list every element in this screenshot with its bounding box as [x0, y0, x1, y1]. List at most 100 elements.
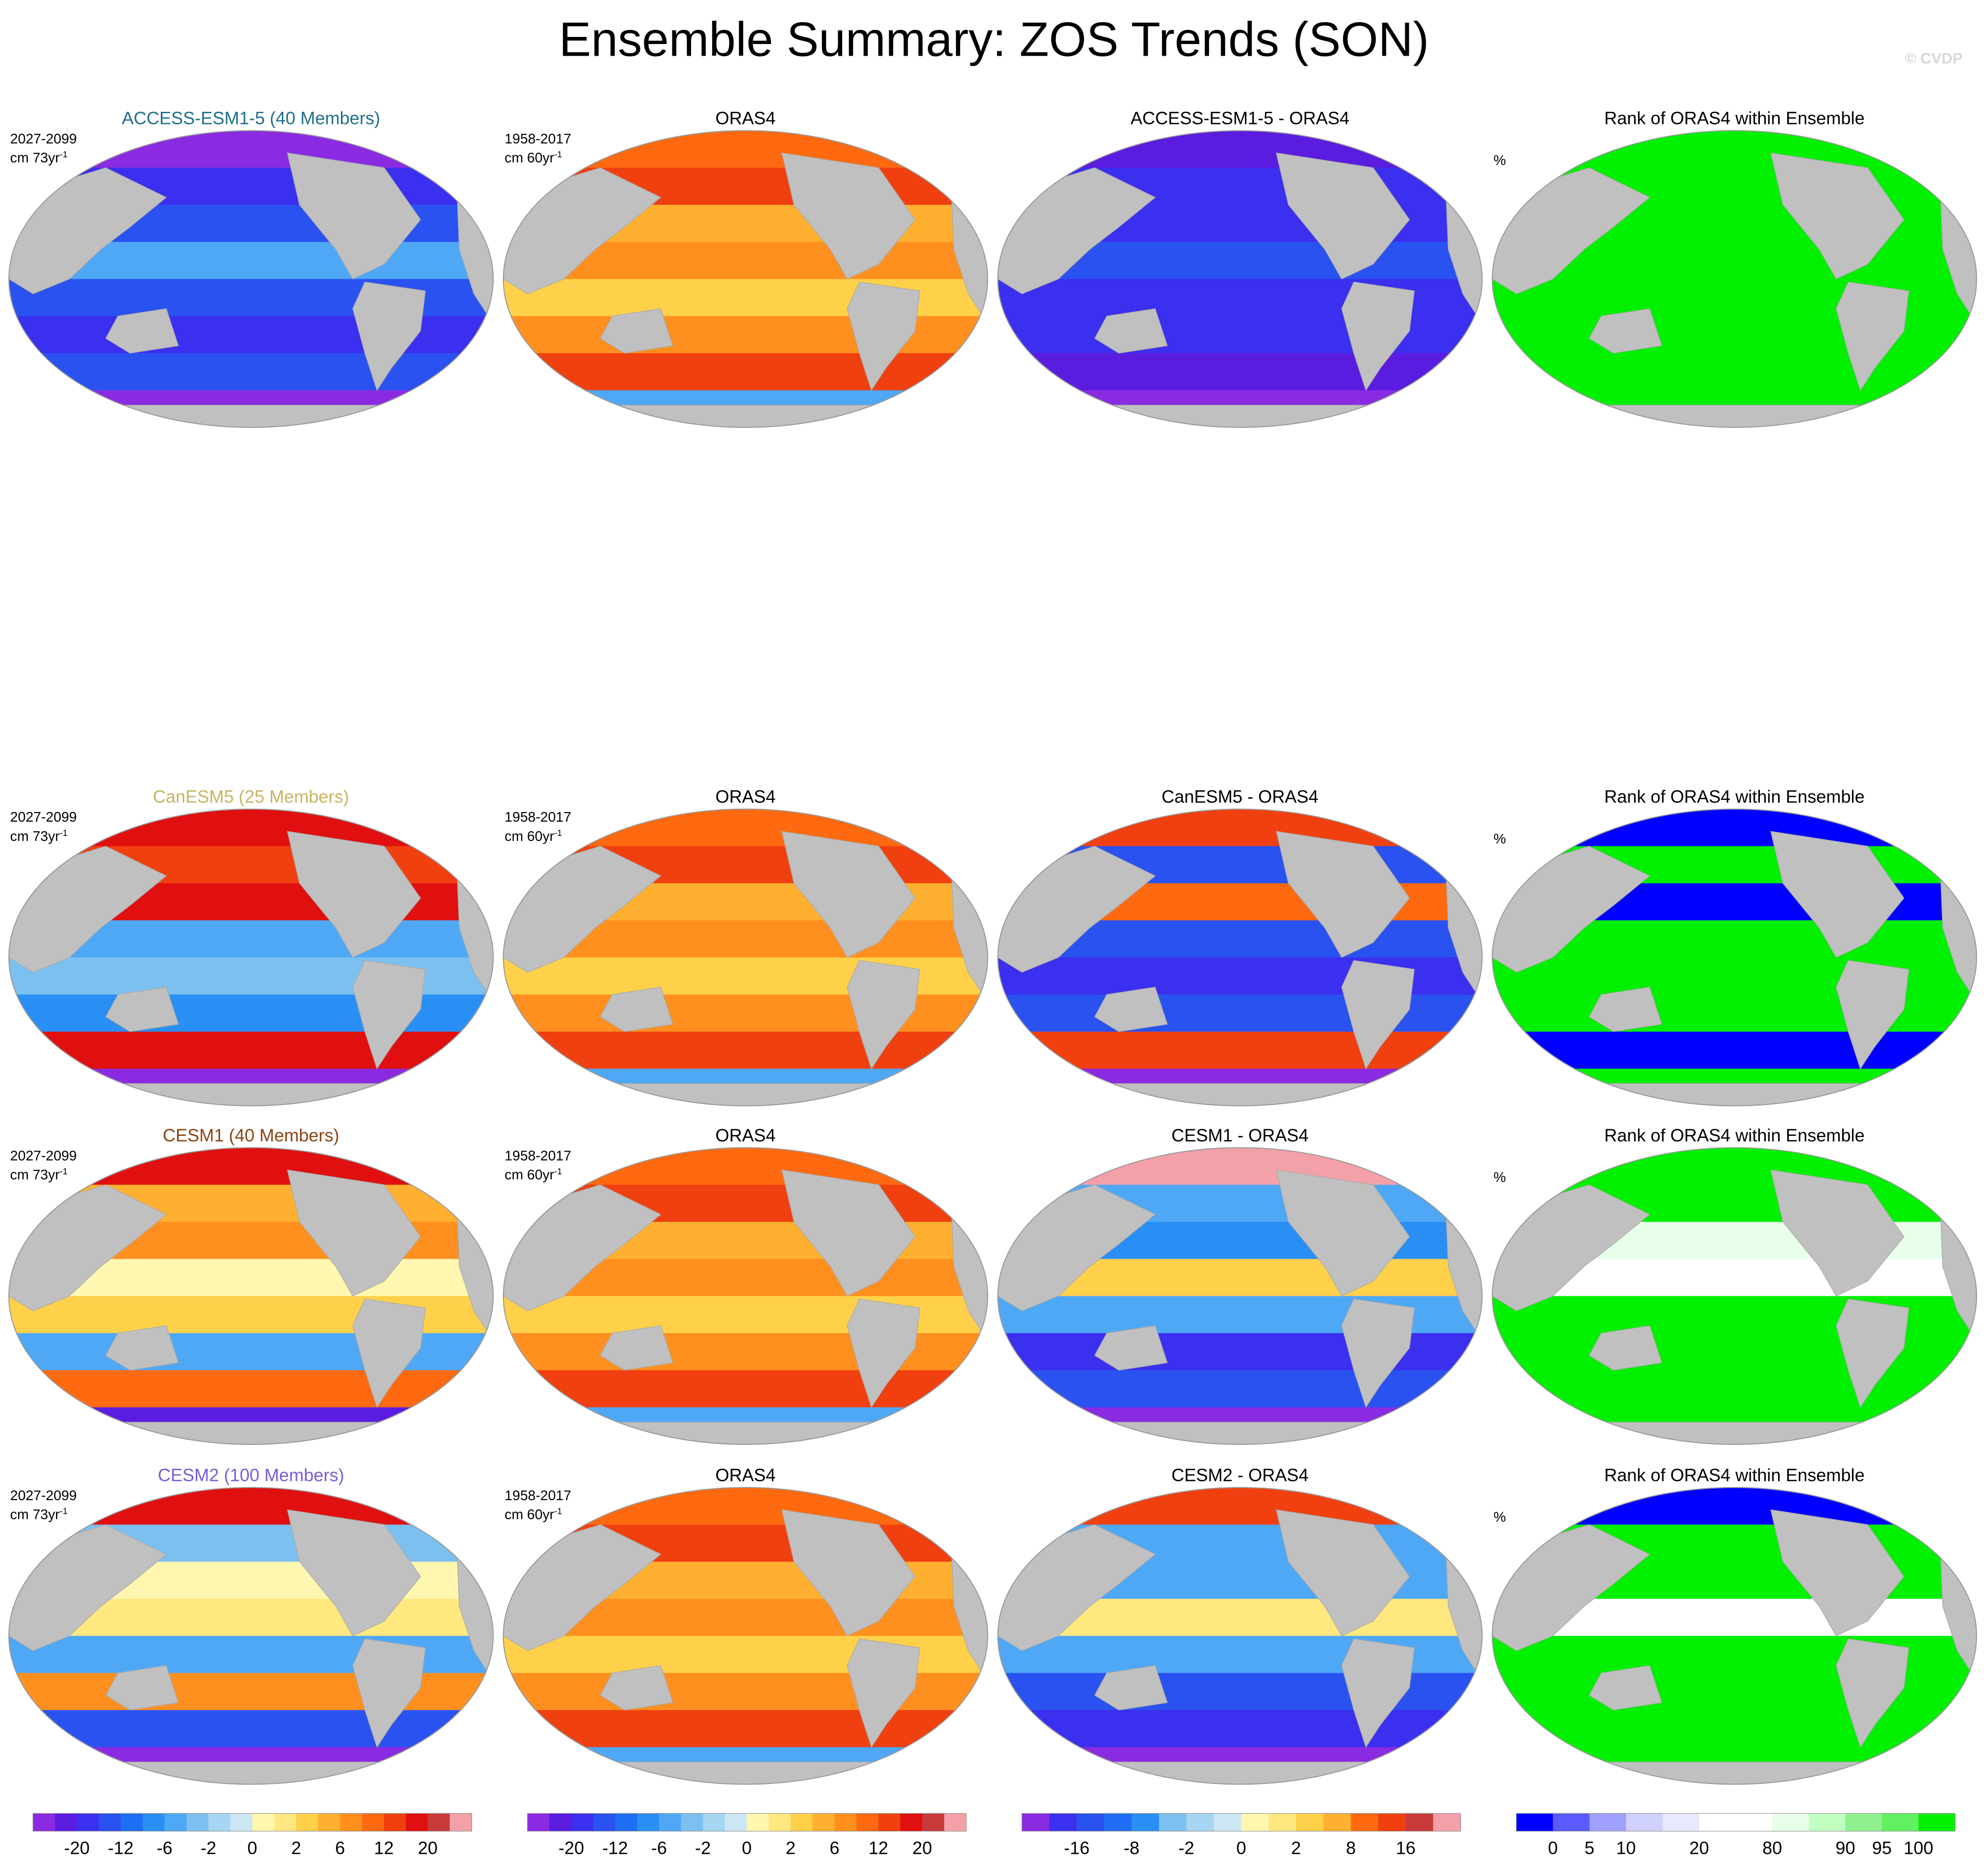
units-text: cm 60yr	[505, 828, 554, 844]
panel-title: ACCESS-ESM1-5 - ORAS4	[1131, 109, 1350, 129]
colorbar-box	[318, 1813, 340, 1832]
colorbar-box	[1022, 1813, 1050, 1832]
ocean-band	[1492, 353, 1977, 391]
panel-title: Rank of ORAS4 within Ensemble	[1604, 1126, 1865, 1145]
panel-title: CESM1 - ORAS4	[1172, 1126, 1309, 1145]
colorbar-frame	[1021, 1813, 1461, 1832]
land	[9, 1524, 167, 1651]
land	[1492, 1422, 1977, 1444]
colorbar-box	[230, 1813, 253, 1832]
watermark: © CVDP	[1905, 50, 1963, 67]
colorbar-box	[1104, 1813, 1132, 1832]
land	[1341, 281, 1415, 391]
units-sup: -1	[554, 1166, 563, 1176]
units-label: %	[1494, 152, 1506, 168]
colorbar-tick-label: -12	[108, 1838, 134, 1858]
land	[599, 1665, 673, 1711]
map-outline	[1492, 1147, 1977, 1445]
ocean-band	[503, 1148, 988, 1185]
colorbar-frame	[32, 1813, 472, 1832]
units-label: %	[1494, 1169, 1506, 1185]
land	[352, 1298, 426, 1408]
colorbar-box	[659, 1813, 681, 1832]
map-outline	[997, 1487, 1483, 1785]
units-text: cm 73yr	[10, 150, 60, 165]
map	[503, 131, 988, 428]
land	[9, 845, 167, 973]
colorbar-box	[383, 1813, 407, 1832]
colorbar-box	[549, 1813, 572, 1832]
colorbar-tick-label: 12	[374, 1838, 394, 1858]
colorbar-box	[1808, 1813, 1846, 1832]
map-outline	[8, 1147, 494, 1445]
map	[503, 1148, 988, 1444]
ocean-band	[503, 353, 988, 391]
colorbar-box	[76, 1813, 99, 1832]
ocean-band	[1492, 1148, 1977, 1185]
land	[1492, 845, 1651, 973]
colorbar-box	[1159, 1813, 1187, 1832]
colorbar: -16 -8 -2 0 2 8 16	[1021, 1813, 1461, 1858]
land	[503, 1184, 662, 1311]
land	[599, 987, 673, 1032]
colorbar: -20 -12 -6 -2 0 2 6 12 20	[32, 1813, 472, 1858]
land	[1276, 152, 1410, 280]
land	[998, 1083, 1482, 1106]
units-sup: -1	[554, 149, 563, 159]
land	[781, 152, 916, 280]
units-label: cm 60yr-1	[505, 1506, 563, 1522]
units-sup: -1	[60, 1506, 68, 1516]
units-sup: -1	[554, 828, 563, 838]
land	[503, 1422, 988, 1444]
land	[1836, 1298, 1910, 1408]
land	[9, 1184, 167, 1311]
colorbar-box	[340, 1813, 363, 1832]
units-label: cm 60yr-1	[505, 149, 563, 165]
units-label: cm 73yr-1	[10, 828, 68, 844]
land	[1276, 1169, 1410, 1297]
land	[503, 167, 662, 294]
land	[105, 1665, 179, 1711]
land	[781, 831, 916, 958]
land	[1094, 1665, 1168, 1711]
units-label: cm 60yr-1	[505, 1166, 563, 1182]
panel: CanESM5 - ORAS4	[997, 787, 1483, 1107]
ocean-band	[998, 1031, 1482, 1070]
colorbar-box	[1268, 1813, 1296, 1832]
colorbar-box	[812, 1813, 835, 1832]
ocean-band	[9, 1488, 493, 1525]
map	[998, 1488, 1482, 1784]
colorbar-box	[1845, 1813, 1883, 1832]
ocean-band	[9, 1710, 493, 1748]
land	[599, 308, 673, 354]
map-outline	[997, 809, 1483, 1107]
period-label: 1958-2017	[505, 809, 572, 825]
colorbar-tick-label: 5	[1584, 1838, 1594, 1858]
land	[503, 405, 988, 428]
ocean-band	[998, 353, 1482, 391]
land	[847, 1638, 921, 1748]
ocean-band	[9, 1148, 493, 1185]
colorbar-box	[1433, 1813, 1461, 1832]
colorbar-box	[1662, 1813, 1700, 1832]
colorbar: -20 -12 -6 -2 0 2 6 12 20	[527, 1813, 967, 1858]
ocean-band	[9, 809, 493, 847]
land	[105, 987, 179, 1032]
land	[105, 1325, 179, 1371]
period-label: 2027-2099	[10, 1488, 77, 1503]
land	[352, 281, 426, 391]
map	[9, 1148, 493, 1444]
ocean-band	[998, 1488, 1482, 1525]
map	[998, 1148, 1482, 1444]
land	[503, 845, 662, 973]
colorbar-box	[944, 1813, 967, 1832]
colorbar-tick-label: 2	[786, 1838, 796, 1858]
land	[287, 831, 421, 958]
colorbar-tick-label: 20	[913, 1838, 932, 1858]
map	[998, 809, 1482, 1106]
units-label: cm 73yr-1	[10, 149, 68, 165]
colorbar-tick-label: -16	[1064, 1838, 1090, 1858]
land	[1770, 152, 1905, 280]
land	[599, 1325, 673, 1371]
units-text: %	[1494, 831, 1506, 846]
